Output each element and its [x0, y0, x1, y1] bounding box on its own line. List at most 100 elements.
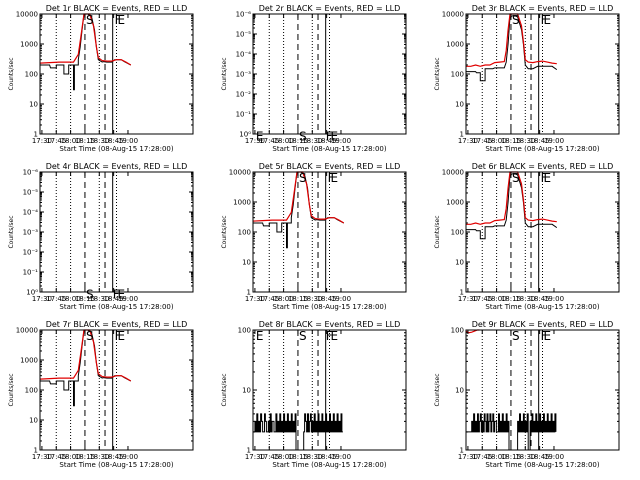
x-tick-label: 18:00 — [487, 453, 507, 461]
x-tick-label: 18:30 — [89, 295, 109, 303]
x-tick-label: 17:30 — [245, 295, 265, 303]
x-tick-label: 17:30 — [458, 295, 478, 303]
y-tick-label: 10⁻² — [236, 91, 252, 99]
y-tick-label: 10⁻² — [23, 249, 39, 257]
y-axis-label: Counts/sec — [434, 215, 441, 248]
marker-letter: F — [115, 329, 122, 343]
marker-letter: E — [544, 329, 552, 343]
x-axis-label: Start Time (08-Aug-15 17:28:00) — [59, 461, 173, 469]
lld-series-line — [39, 13, 132, 66]
x-tick-label: 18:00 — [487, 295, 507, 303]
y-tick-label: 10⁻⁵ — [236, 31, 252, 39]
x-tick-label: 18:00 — [487, 137, 507, 145]
marker-letter: S — [86, 329, 94, 343]
x-tick-label: 18:45 — [530, 453, 550, 461]
y-tick-label: 1 — [460, 289, 464, 297]
y-tick-label: 10000 — [16, 11, 38, 19]
x-tick-label: 18:15 — [288, 453, 308, 461]
x-axis-label: Start Time (08-Aug-15 17:28:00) — [272, 461, 386, 469]
y-tick-label: 10⁻³ — [236, 71, 252, 79]
marker-letter: E — [256, 329, 264, 343]
y-tick-label: 10⁻⁵ — [23, 189, 39, 197]
x-tick-label: 17:45 — [46, 295, 66, 303]
y-tick-label: 100 — [451, 229, 464, 237]
x-tick-label: 19:00 — [331, 295, 351, 303]
marker-letter: S — [86, 287, 94, 301]
marker-letter: S — [512, 13, 520, 27]
x-tick-label: 17:30 — [458, 137, 478, 145]
events-series-line — [253, 413, 343, 451]
x-tick-label: 17:45 — [46, 137, 66, 145]
marker-letter: S — [299, 171, 307, 185]
x-tick-label: 17:45 — [46, 453, 66, 461]
panel-title: Det 4r BLACK = Events, RED = LLD — [46, 162, 188, 171]
x-tick-label: 18:30 — [89, 137, 109, 145]
marker-letter: E — [118, 287, 126, 301]
events-series-line — [466, 14, 558, 82]
y-tick-label: 10⁻⁶ — [23, 169, 39, 177]
x-tick-label: 18:30 — [515, 295, 535, 303]
y-tick-label: 100 — [25, 71, 38, 79]
x-tick-label: 17:30 — [32, 137, 52, 145]
panel-title: Det 2r BLACK = Events, RED = LLD — [259, 4, 401, 13]
y-tick-label: 10⁻⁶ — [236, 11, 252, 19]
y-tick-label: 100 — [238, 327, 251, 335]
lld-series-line — [252, 171, 345, 224]
x-tick-label: 18:30 — [515, 137, 535, 145]
marker-letter: E — [331, 129, 339, 143]
y-axis-label: Counts/sec — [221, 57, 228, 90]
marker-letter: S — [512, 329, 520, 343]
y-tick-label: 1 — [247, 447, 251, 455]
y-tick-label: 1000 — [446, 199, 464, 207]
y-tick-label: 10 — [29, 101, 38, 109]
y-tick-label: 10⁰ — [239, 131, 251, 139]
y-tick-label: 1 — [247, 289, 251, 297]
marker-letter: F — [541, 13, 548, 27]
y-tick-label: 1000 — [446, 41, 464, 49]
y-tick-label: 1 — [34, 447, 38, 455]
marker-letter: F — [326, 129, 333, 143]
x-tick-label: 18:15 — [501, 453, 521, 461]
marker-letter: F — [113, 287, 120, 301]
x-tick-label: 18:15 — [75, 137, 95, 145]
x-tick-label: 18:30 — [89, 453, 109, 461]
x-tick-label: 18:45 — [530, 137, 550, 145]
x-tick-label: 18:45 — [317, 137, 337, 145]
x-tick-label: 19:00 — [331, 137, 351, 145]
x-tick-label: 18:45 — [317, 453, 337, 461]
marker-letter: E — [118, 13, 126, 27]
x-tick-label: 17:30 — [245, 453, 265, 461]
panel-title: Det 8r BLACK = Events, RED = LLD — [259, 320, 401, 329]
x-tick-label: 18:30 — [515, 453, 535, 461]
y-tick-label: 1 — [34, 131, 38, 139]
y-tick-label: 1 — [460, 131, 464, 139]
y-axis-label: Counts/sec — [8, 57, 15, 90]
marker-letter: E — [544, 171, 552, 185]
x-axis-label: Start Time (08-Aug-15 17:28:00) — [272, 145, 386, 153]
x-axis-label: Start Time (08-Aug-15 17:28:00) — [272, 303, 386, 311]
x-tick-label: 17:30 — [32, 453, 52, 461]
x-tick-label: 18:45 — [104, 453, 124, 461]
panel-title: Det 7r BLACK = Events, RED = LLD — [46, 320, 188, 329]
y-tick-label: 10⁻³ — [23, 229, 39, 237]
x-tick-label: 18:30 — [302, 453, 322, 461]
y-tick-label: 10 — [242, 259, 251, 267]
x-tick-label: 18:00 — [274, 137, 294, 145]
x-tick-label: 18:15 — [75, 295, 95, 303]
y-tick-label: 100 — [451, 71, 464, 79]
x-tick-label: 18:30 — [302, 295, 322, 303]
marker-letter: S — [86, 13, 94, 27]
marker-letter: S — [299, 329, 307, 343]
y-axis-label: Counts/sec — [434, 57, 441, 90]
x-tick-label: 18:15 — [288, 137, 308, 145]
x-tick-label: 18:00 — [274, 453, 294, 461]
panel-title: Det 1r BLACK = Events, RED = LLD — [46, 4, 188, 13]
marker-letter: F — [328, 171, 335, 185]
y-tick-label: 1 — [460, 447, 464, 455]
x-tick-label: 19:00 — [544, 295, 564, 303]
x-tick-label: 18:45 — [317, 295, 337, 303]
panel-title: Det 3r BLACK = Events, RED = LLD — [472, 4, 614, 13]
